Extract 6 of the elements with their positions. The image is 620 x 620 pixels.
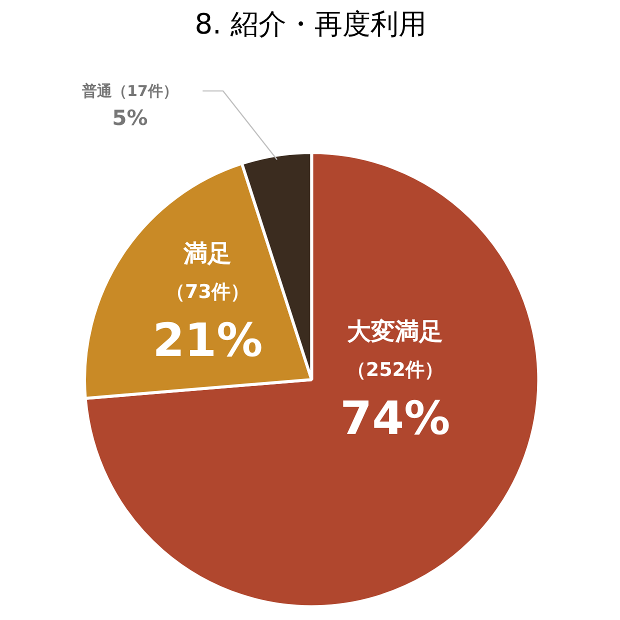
slice-label: 満足 bbox=[182, 239, 232, 268]
slice-label: 普通（17件） 5% bbox=[81, 82, 178, 130]
chart-title: 8. 紹介・再度利用 bbox=[194, 8, 426, 40]
data-label: （73件） 21% bbox=[152, 281, 263, 367]
data-label: （252件） 74% bbox=[340, 359, 450, 445]
slice-label: 大変満足 bbox=[347, 318, 444, 346]
